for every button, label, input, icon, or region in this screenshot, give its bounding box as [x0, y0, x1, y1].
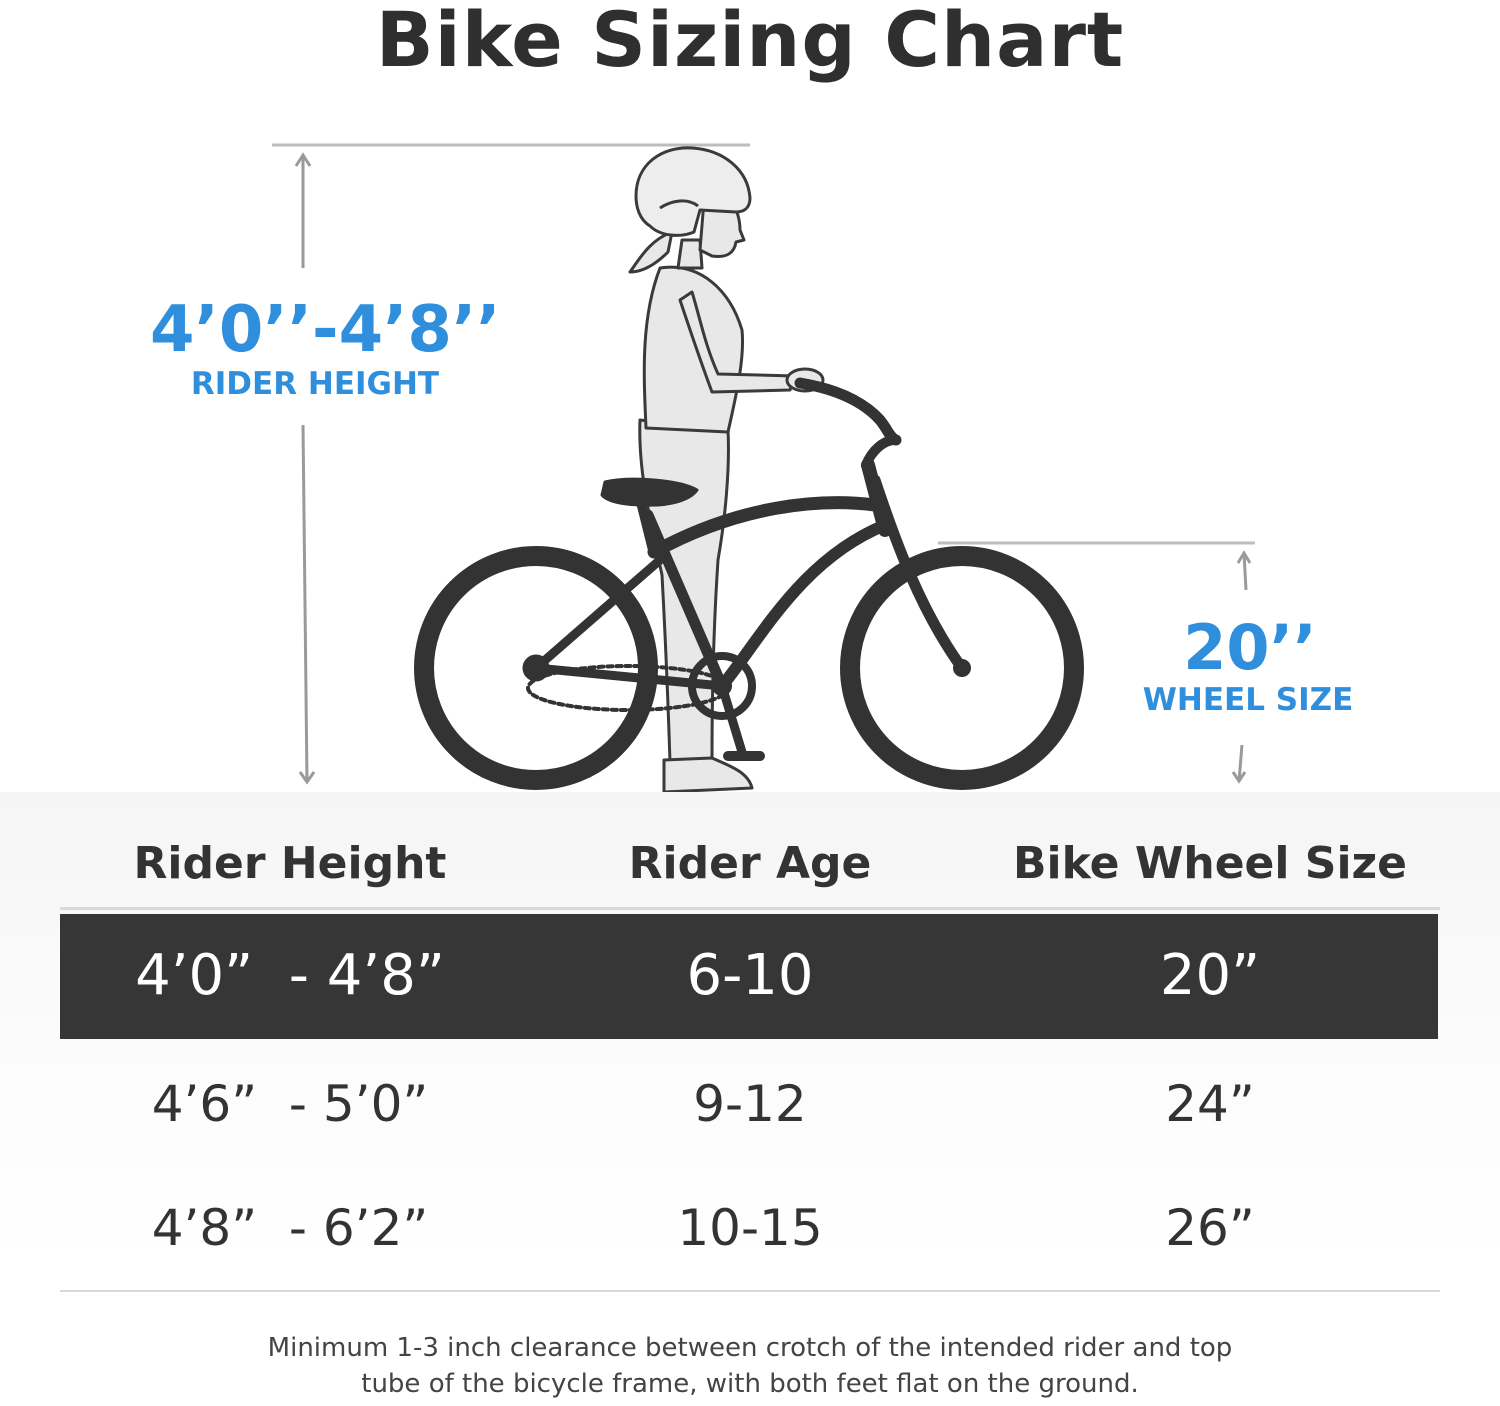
down-arrow-icon	[298, 771, 316, 785]
table-row-highlighted: 4’0” - 4’8” 6-10 20”	[60, 914, 1438, 1039]
cell-rider-height: 4’8” - 6’2”	[151, 1199, 429, 1257]
cell-rider-height: 4’6” - 5’0”	[151, 1075, 429, 1133]
clearance-note: Minimum 1-3 inch clearance between crotc…	[267, 1333, 1233, 1399]
cruiser-bicycle-illustration	[414, 377, 1084, 790]
header-rider-height: Rider Height	[133, 838, 447, 889]
page-title: Bike Sizing Chart	[375, 0, 1125, 84]
table-bottom-divider	[60, 1290, 1440, 1292]
up-arrow-icon	[294, 152, 312, 167]
wheel-size-value: 20’’	[1183, 611, 1317, 684]
cell-rider-age: 10-15	[677, 1199, 823, 1257]
header-bike-wheel-size: Bike Wheel Size	[1012, 838, 1408, 889]
up-arrow-icon	[1236, 550, 1252, 564]
wheel-size-measure	[938, 541, 1255, 784]
down-arrow-icon	[1231, 771, 1247, 784]
rider-height-caption: RIDER HEIGHT	[190, 366, 440, 402]
sizing-illustration	[272, 143, 1255, 794]
wheel-size-caption: WHEEL SIZE	[1142, 682, 1354, 718]
header-rider-age: Rider Age	[628, 838, 872, 889]
header-divider	[60, 907, 1440, 910]
cell-wheel-size: 26”	[1165, 1199, 1255, 1257]
cell-wheel-size: 20”	[1159, 943, 1261, 1008]
cell-rider-height: 4’0” - 4’8”	[135, 943, 445, 1008]
rider-height-measure	[272, 143, 750, 785]
cell-wheel-size: 24”	[1165, 1075, 1255, 1133]
cell-rider-age: 9-12	[693, 1075, 807, 1133]
cell-rider-age: 6-10	[686, 943, 814, 1008]
rider-height-value: 4’0’’-4’8’’	[150, 293, 501, 367]
